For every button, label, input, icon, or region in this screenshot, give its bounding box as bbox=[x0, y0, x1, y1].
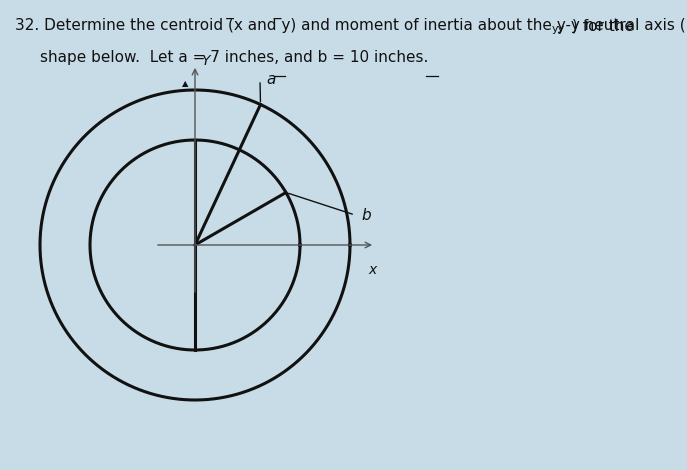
Text: a: a bbox=[266, 72, 275, 87]
Text: x: x bbox=[368, 263, 376, 277]
Text: ▲: ▲ bbox=[182, 79, 188, 88]
Text: b: b bbox=[361, 207, 370, 222]
Text: Y: Y bbox=[201, 54, 210, 68]
Text: 32. Determine the centroid (̅x and ̅y) and moment of inertia about the y-y neutr: 32. Determine the centroid (̅x and ̅y) a… bbox=[15, 18, 687, 33]
Text: yy: yy bbox=[552, 24, 565, 33]
Text: ) for the: ) for the bbox=[572, 18, 634, 33]
Text: shape below.  Let a = 7 inches, and b = 10 inches.: shape below. Let a = 7 inches, and b = 1… bbox=[40, 50, 429, 65]
